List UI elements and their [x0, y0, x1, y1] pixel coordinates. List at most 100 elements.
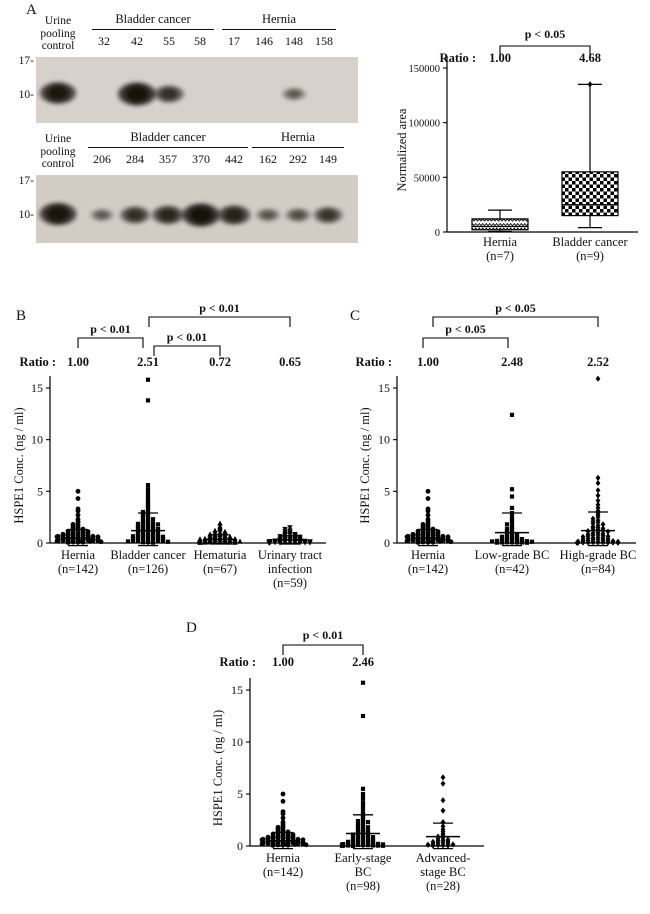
- data-point-circle: [75, 496, 81, 501]
- data-point-circle: [425, 512, 431, 518]
- ratio-value: 1.00: [67, 355, 89, 369]
- y-axis-title: Normalized area: [395, 108, 409, 191]
- x-category-label: Bladder cancer: [552, 235, 628, 249]
- data-point-diamond: [585, 539, 591, 546]
- y-tick-label: 0: [37, 536, 43, 550]
- box-checker: [561, 171, 619, 217]
- x-category-label: (n=59): [273, 576, 307, 590]
- blot-band-core: [159, 87, 179, 101]
- p-value-label: p < 0.01: [167, 330, 208, 344]
- data-point-triangle-down: [302, 540, 308, 546]
- blot-band-core: [290, 210, 306, 220]
- blot2-group-hernia: Hernia: [252, 130, 344, 148]
- data-point-circle: [54, 538, 60, 544]
- ratio-value: 4.68: [579, 51, 601, 65]
- ratio-value: 2.51: [137, 355, 159, 369]
- data-point-square: [360, 800, 366, 805]
- data-point-square: [524, 540, 530, 545]
- data-point-square: [145, 507, 151, 513]
- data-point-square: [514, 540, 520, 545]
- data-point-diamond: [595, 375, 601, 382]
- y-tick-label: 10: [31, 433, 43, 447]
- blot2-control-line-2: pooling: [40, 145, 76, 158]
- data-point-diamond: [595, 492, 601, 499]
- y-axis-title: HSPE1 Conc. (ng / ml): [211, 710, 225, 826]
- panel-label-b: B: [16, 308, 27, 324]
- data-point-triangle: [217, 526, 223, 532]
- data-point-square: [145, 487, 151, 492]
- blot2-lane-number: 284: [126, 152, 144, 166]
- x-category-label: Hernia: [61, 548, 95, 562]
- x-category-label: (n=9): [576, 249, 604, 263]
- data-point-circle: [280, 811, 286, 817]
- western-blot-image-1: [36, 57, 358, 123]
- data-point-diamond: [590, 538, 596, 546]
- data-point-triangle: [202, 539, 208, 545]
- data-point-square: [140, 532, 146, 538]
- x-category-label: Early-stage: [335, 851, 392, 865]
- data-point-diamond: [600, 539, 606, 546]
- blot2-lane-number: 357: [159, 152, 177, 166]
- y-tick-label: 5: [384, 484, 390, 498]
- data-point-triangle-down: [282, 539, 288, 545]
- ratio-value: 1.00: [417, 355, 439, 369]
- panel-a-boxplot: 0 50000 100000 150000 Normalized area Ratio :…: [395, 27, 638, 263]
- data-point-square: [140, 530, 146, 535]
- blot1-control-line-1: Urine: [44, 15, 72, 27]
- x-category-label: (n=142): [58, 562, 98, 576]
- data-point-triangle: [217, 520, 223, 526]
- blot-band-core: [287, 89, 301, 99]
- data-point-square: [140, 537, 146, 542]
- y-tick-label: 50000: [414, 173, 440, 184]
- data-point-square: [365, 834, 371, 839]
- data-point-square: [380, 843, 386, 848]
- data-point-circle: [425, 496, 431, 501]
- y-tick-label: 15: [378, 381, 390, 395]
- blot1-group-hernia: Hernia: [222, 12, 336, 30]
- significance-bracket: [499, 45, 591, 56]
- data-point-circle: [65, 540, 71, 545]
- blot1-lane-number: 146: [255, 34, 273, 48]
- blot2-control-line-3: control: [41, 158, 75, 170]
- data-point-square: [145, 496, 151, 501]
- data-point-square: [155, 529, 161, 534]
- ratio-label: Ratio :: [356, 355, 392, 369]
- blot-band-core: [319, 209, 337, 221]
- blot2-mw-10: 10-: [18, 209, 34, 221]
- data-point-triangle: [207, 539, 213, 545]
- data-point-triangle-down: [282, 526, 288, 532]
- blot1-mw-17: 17-: [18, 55, 34, 67]
- significance-bracket: [282, 644, 364, 655]
- data-point-circle: [265, 841, 271, 846]
- data-point-square: [140, 540, 146, 545]
- data-point-square: [355, 842, 361, 848]
- data-point-triangle-down: [292, 539, 298, 546]
- data-point-square: [365, 825, 371, 830]
- data-point-square: [509, 487, 515, 492]
- blot-band-core: [95, 211, 109, 219]
- blot1-lane-number: 55: [163, 34, 175, 48]
- data-point-square: [140, 535, 146, 540]
- significance-bracket: [432, 316, 599, 327]
- data-point-square: [514, 538, 520, 543]
- p-value-label: p < 0.05: [525, 27, 566, 41]
- x-category-label: infection: [268, 562, 313, 576]
- y-tick-label: 10: [231, 735, 243, 749]
- blot1-mw-10: 10-: [18, 89, 34, 101]
- data-point-circle: [70, 539, 76, 545]
- data-point-diamond: [445, 842, 451, 849]
- x-category-label: (n=67): [203, 562, 237, 576]
- data-point-square: [155, 522, 161, 527]
- significance-bracket: [153, 345, 221, 356]
- ratio-value: 2.52: [587, 355, 609, 369]
- blot2-lane-number: 162: [259, 152, 277, 166]
- data-point-square: [355, 840, 361, 845]
- box-zigzag: [471, 218, 529, 231]
- blot1-group-bladder-cancer: Bladder cancer: [92, 12, 214, 30]
- data-point-square: [339, 843, 345, 848]
- y-tick-label: 10: [378, 433, 390, 447]
- data-point-square: [350, 840, 356, 846]
- x-category-label: High-grade BC: [560, 548, 637, 562]
- panel-b-scatter: 0 5 10 15 HSPE1 Conc. (ng / ml) Ratio : 1.00 He…: [12, 301, 326, 590]
- blot2-lane-number: 206: [93, 152, 111, 166]
